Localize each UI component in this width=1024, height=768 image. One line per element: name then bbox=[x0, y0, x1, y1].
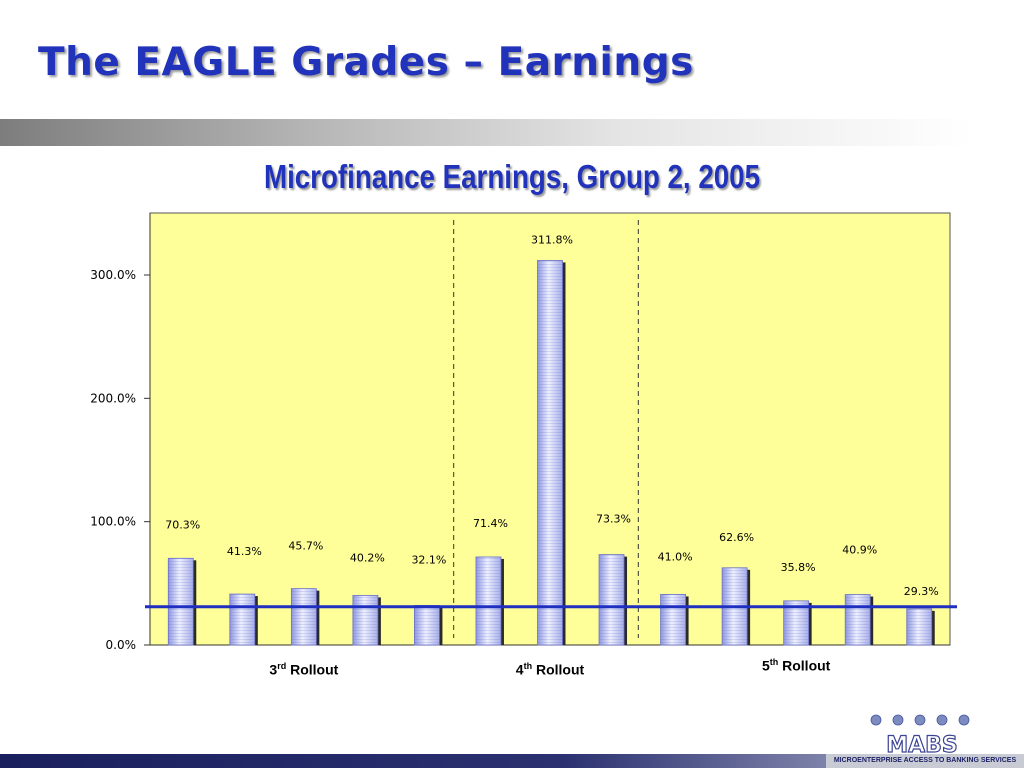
data-label: 29.3% bbox=[904, 585, 939, 598]
bar-texture bbox=[599, 554, 625, 645]
bar-texture bbox=[168, 558, 194, 645]
y-tick-label: 200.0% bbox=[90, 391, 136, 405]
slide-title: The EAGLE Grades – Earnings bbox=[38, 40, 694, 85]
data-label: 71.4% bbox=[473, 517, 508, 530]
bar-texture bbox=[845, 594, 871, 645]
bar-texture bbox=[906, 608, 932, 645]
logo-caption: MICROENTERPRISE ACCESS TO BANKING SERVIC… bbox=[826, 754, 1024, 768]
rollout-label: 4th Rollout bbox=[515, 661, 585, 678]
y-tick-label: 0.0% bbox=[106, 638, 137, 652]
bar-chart: 0.0% 100.0% 200.0% 300.0% 70.3% 41.3% 45.7% 40.… bbox=[90, 212, 957, 652]
bar-texture bbox=[414, 605, 440, 645]
data-label: 41.0% bbox=[658, 550, 693, 563]
bar-texture bbox=[475, 556, 501, 645]
data-label: 311.8% bbox=[531, 233, 573, 246]
rollout-label: 5th Rollout bbox=[761, 657, 831, 674]
data-label: 45.7% bbox=[288, 540, 323, 553]
bar-texture bbox=[537, 260, 563, 645]
data-label: 40.9% bbox=[842, 544, 877, 557]
y-tick-label: 300.0% bbox=[90, 268, 136, 282]
data-label: 40.2% bbox=[350, 551, 385, 564]
bar-texture bbox=[291, 588, 317, 645]
data-label: 70.3% bbox=[165, 518, 200, 531]
data-label: 35.8% bbox=[781, 561, 816, 574]
title-gradient-bar bbox=[0, 119, 1024, 146]
bar-texture bbox=[229, 594, 255, 645]
y-tick-label: 100.0% bbox=[90, 515, 136, 529]
data-label: 32.1% bbox=[411, 553, 446, 566]
mabs-logo: MABS bbox=[870, 714, 970, 756]
bar-texture bbox=[352, 595, 378, 645]
svg-text:MABS: MABS bbox=[886, 733, 958, 756]
rollout-label: 3rd Rollout bbox=[269, 661, 339, 678]
bar-texture bbox=[660, 594, 686, 645]
footer-bar bbox=[0, 754, 1024, 768]
data-label: 41.3% bbox=[227, 545, 262, 558]
data-label: 62.6% bbox=[719, 531, 754, 544]
data-label: 73.3% bbox=[596, 513, 631, 526]
chart-title: Microfinance Earnings, Group 2, 2005 bbox=[263, 158, 761, 195]
